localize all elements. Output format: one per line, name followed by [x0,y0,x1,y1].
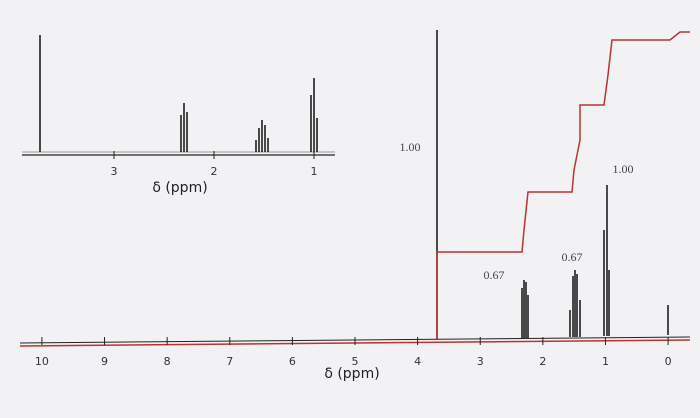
inset-peaks [39,35,318,152]
integral-label: 0.67 [484,268,505,282]
inset-x-axis-label: δ (ppm) [152,180,207,196]
x-tick-label: 1 [311,165,318,178]
peaks [436,30,669,340]
x-tick-label: 7 [226,355,233,368]
integral-label: 0.67 [562,250,583,264]
x-tick-label: 2 [211,165,218,178]
x-tick-label: 9 [101,355,108,368]
x-tick-label: 3 [477,355,484,368]
x-tick-label: 10 [35,355,49,368]
x-tick-label: 3 [111,165,118,178]
x-axis-label: δ (ppm) [324,366,379,382]
x-tick-label: 6 [289,355,296,368]
x-tick-label: 8 [164,355,171,368]
x-tick-label: 2 [539,355,546,368]
integral-label: 1.00 [613,162,634,176]
integral-label: 1.00 [400,140,421,154]
x-tick-label: 1 [602,355,609,368]
integration-curve [436,31,690,340]
x-tick-label: 0 [665,355,672,368]
x-tick-label: 4 [414,355,421,368]
x-tick-label: 5 [352,355,359,368]
